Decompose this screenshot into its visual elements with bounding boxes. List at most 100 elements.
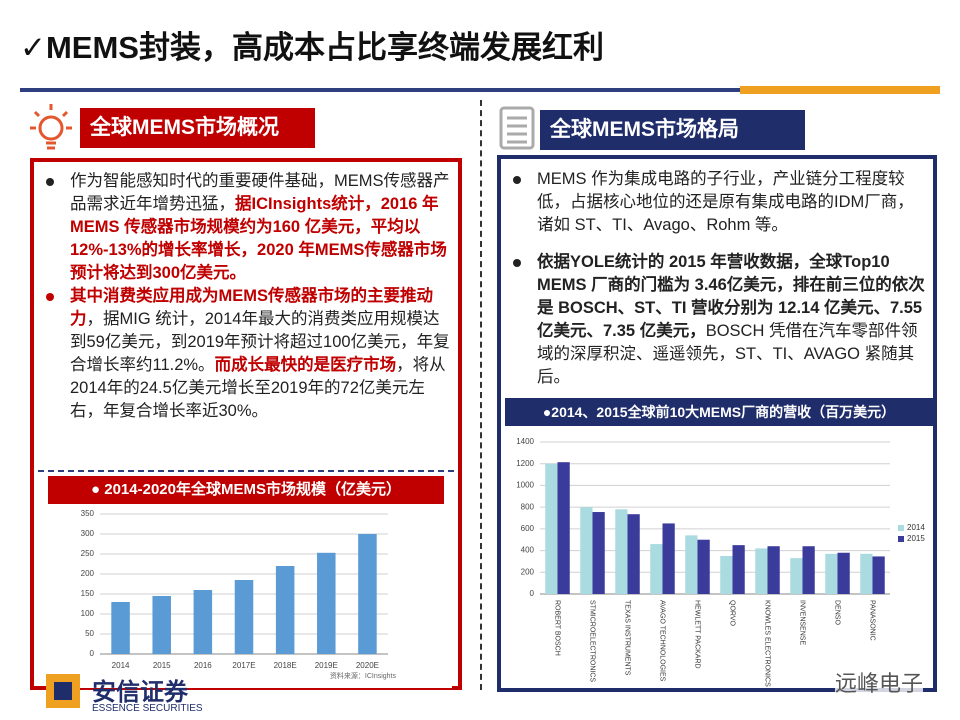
text-run: 而成长最快的是医疗市场 — [214, 356, 397, 374]
y-tick-label: 400 — [521, 546, 535, 555]
y-tick-label: 200 — [521, 567, 535, 576]
divider — [38, 470, 454, 472]
logo-name: 安信证券 — [92, 679, 188, 706]
note-icon — [499, 106, 535, 150]
bar — [557, 462, 570, 594]
bar — [627, 514, 640, 594]
y-tick-label: 0 — [530, 589, 535, 598]
chart-caption: ●2014、2015全球前10大MEMS厂商的营收（百万美元） — [505, 398, 933, 426]
watermark: 远峰电子 — [835, 666, 924, 698]
x-tick-label: 2017E — [232, 661, 255, 670]
chart: 0 200 400 600 800 1000 1200 1400 ROBERT BOSCH STM… — [505, 428, 933, 688]
text-run: 作为智能感知时代的重要硬件基础，MEMS传感器产品需求近年增势迅猛， — [70, 172, 450, 213]
x-tick-label: PANASONIC — [869, 600, 876, 641]
x-tick-label: INVENSENSE — [799, 600, 806, 645]
bar — [615, 509, 628, 594]
chart-caption: ● 2014-2020年全球MEMS市场规模（亿美元） — [48, 476, 444, 504]
x-tick-label: AVAGO TECHNOLOGIES — [659, 600, 666, 682]
x-tick-label: 2015 — [153, 661, 171, 670]
bar — [234, 580, 254, 654]
source-note: 资料来源：ICInsights — [330, 671, 397, 680]
bar — [837, 552, 850, 594]
x-tick-label: 2019E — [315, 661, 338, 670]
bar — [111, 602, 130, 654]
bar — [860, 553, 873, 594]
text-run: 其中消费类应用成为MEMS传感器市场的主要推动力 — [70, 287, 433, 328]
x-tick-label: TEXAS INSTRUMENTS — [624, 600, 631, 676]
left-bullets: 作为智能感知时代的重要硬件基础，MEMS传感器产品需求近年增势迅猛，据ICIns… — [40, 170, 452, 423]
left-heading: 全球MEMS市场概况 — [80, 108, 315, 148]
y-tick-label: 100 — [81, 609, 95, 618]
x-tick-label: KNOWLES ELECTRONICS — [764, 600, 771, 687]
y-tick-label: 600 — [521, 524, 535, 533]
text-run: 依据YOLE统计的 2015 年营收数据，全球Top10 MEMS 厂商的门槛为… — [537, 253, 925, 340]
bar — [275, 566, 295, 654]
y-tick-label: 200 — [81, 569, 95, 578]
right-panel — [497, 155, 937, 692]
bar — [545, 463, 558, 594]
text-run: BOSCH 凭借在汽车零部件领域的深厚积淀、遥遥领先，ST、TI、AVAGO 紧… — [537, 322, 918, 386]
y-tick-label: 0 — [90, 649, 95, 658]
right-bullets: MEMS 作为集成电路的子行业，产业链分工程度较低，占据核心地位的还是原有集成电… — [507, 168, 929, 389]
slide-title: ✓MEMS封装，高成本占比享终端发展红利 — [20, 30, 604, 65]
bullet-item: 其中消费类应用成为MEMS传感器市场的主要推动力，据MIG 统计，2014年最大… — [40, 285, 452, 423]
legend-swatch — [898, 536, 904, 542]
y-tick-label: 1200 — [516, 459, 534, 468]
bar — [358, 534, 377, 654]
bar — [685, 535, 698, 594]
legend-label: 2014 — [907, 523, 925, 532]
y-tick-label: 1000 — [516, 481, 534, 490]
text-run: MEMS 作为集成电路的子行业，产业链分工程度较低，占据核心地位的还是原有集成电… — [537, 170, 914, 234]
y-tick-label: 50 — [85, 629, 94, 638]
center-divider — [480, 100, 482, 690]
bar — [872, 556, 885, 594]
x-tick-label: DENSO — [834, 600, 841, 625]
left-panel — [30, 158, 462, 690]
bar — [580, 507, 593, 594]
y-tick-label: 800 — [521, 502, 535, 511]
bar — [802, 546, 815, 594]
y-tick-label: 1400 — [516, 437, 534, 446]
y-tick-label: 250 — [81, 549, 95, 558]
chart: 0 50 100 150 200 250 300 350 2014 2015 2016 2017E 20… — [48, 506, 452, 688]
x-tick-label: 2014 — [112, 661, 130, 670]
bar — [697, 539, 710, 594]
bar — [662, 523, 675, 594]
bar — [592, 512, 605, 594]
bullet-item: 作为智能感知时代的重要硬件基础，MEMS传感器产品需求近年增势迅猛，据ICIns… — [40, 170, 452, 285]
x-tick-label: STMICROELECTRONICS — [589, 600, 596, 682]
title-rule — [20, 88, 740, 92]
bullet-item: 依据YOLE统计的 2015 年营收数据，全球Top10 MEMS 厂商的门槛为… — [507, 251, 929, 389]
legend-label: 2015 — [907, 534, 925, 543]
y-tick-label: 300 — [81, 529, 95, 538]
bar — [650, 544, 663, 594]
bar — [825, 553, 838, 594]
logo-english: ESSENCE SECURITIES — [92, 703, 203, 714]
bar — [193, 590, 213, 654]
y-tick-label: 350 — [81, 509, 95, 518]
x-tick-label: HEWLETT PACKARD — [694, 600, 701, 669]
y-tick-label: 150 — [81, 589, 95, 598]
right-heading: 全球MEMS市场格局 — [540, 110, 805, 150]
bar — [152, 596, 171, 654]
x-tick-label: QORVO — [729, 600, 736, 626]
bar — [732, 545, 745, 594]
text-run: 据ICInsights统计，2016 年MEMS 传感器市场规模约为160 亿美… — [70, 195, 447, 282]
x-tick-label: ROBERT BOSCH — [554, 600, 561, 656]
bar — [790, 558, 803, 594]
logo-icon — [46, 674, 80, 708]
bullet-item: MEMS 作为集成电路的子行业，产业链分工程度较低，占据核心地位的还是原有集成电… — [507, 168, 929, 237]
bar — [767, 546, 780, 594]
bar — [317, 552, 336, 654]
legend-swatch — [898, 525, 904, 531]
x-tick-label: 2018E — [274, 661, 297, 670]
title-rule-accent — [740, 86, 940, 94]
x-tick-label: 2020E — [356, 661, 379, 670]
x-tick-label: 2016 — [194, 661, 212, 670]
text-run: ，将从2014年的24.5亿美元增长至2019年的72亿美元左右，年复合增长率近… — [70, 356, 446, 420]
bar — [755, 548, 768, 594]
bar — [720, 556, 733, 594]
bulb-icon — [30, 104, 72, 150]
text-run: ，据MIG 统计，2014年最大的消费类应用规模达到59亿美元，到2019年预计… — [70, 310, 450, 374]
